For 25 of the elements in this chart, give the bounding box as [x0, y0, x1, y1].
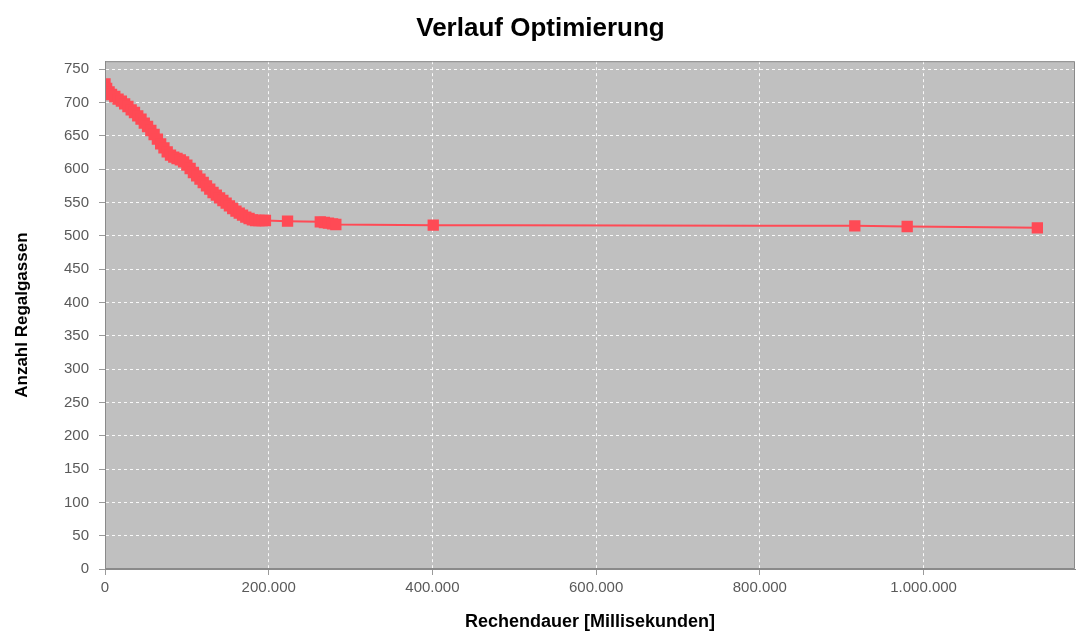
y-tick-label: 300 [63, 359, 89, 377]
y-tick-label: 150 [63, 459, 89, 477]
y-tick-label: 400 [63, 292, 89, 310]
x-tick-label: 400.000 [405, 578, 460, 596]
y-tick-label: 50 [72, 525, 89, 543]
y-tick-label: 200 [63, 425, 89, 443]
x-tick-label: 0 [100, 578, 110, 596]
y-axis-title: Anzahl Regalgassen [11, 232, 31, 398]
y-tick-label: 100 [63, 492, 89, 510]
x-tick-label: 200.000 [241, 578, 296, 596]
x-tick-label: 800.000 [732, 578, 787, 596]
y-tick-label: 550 [63, 192, 89, 210]
y-tick-label: 650 [63, 125, 89, 143]
y-tick-label: 350 [63, 325, 89, 343]
y-tick-label: 0 [80, 559, 89, 577]
chart-title: Verlauf Optimierung [416, 11, 665, 42]
x-tick-label: 1.000.000 [890, 578, 957, 596]
y-tick-label: 450 [63, 259, 89, 277]
x-axis-title: Rechendauer [Millisekunden] [464, 611, 716, 632]
y-tick-label: 750 [63, 59, 89, 77]
y-tick-label: 250 [63, 392, 89, 410]
y-tick-label: 600 [63, 159, 89, 177]
x-tick-label: 600.000 [569, 578, 624, 596]
y-tick-label: 700 [63, 92, 89, 110]
y-tick-label: 500 [63, 225, 89, 243]
